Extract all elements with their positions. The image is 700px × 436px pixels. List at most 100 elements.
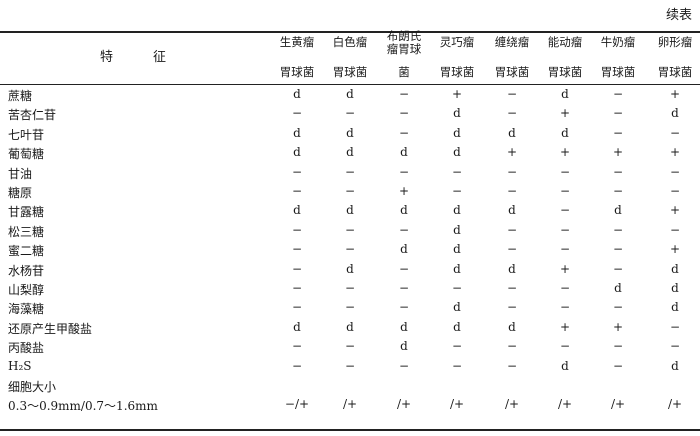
table-cell: /+ [342,397,358,412]
table-row: 蔗糖 d d − + − d − + [0,87,700,105]
table-cell: − [669,164,681,179]
table-cell: − [398,106,410,121]
table-cell: − [451,281,463,295]
table-cell: − [559,339,571,354]
table-cell: d [346,203,354,218]
table-cell: /+ [449,397,465,412]
column-header-line2: 胃球菌 [657,65,693,79]
table-row: 水杨苷 − d − d d + − d [0,262,700,280]
table-cell: d [346,145,354,160]
column-header-line2: 胃球菌 [600,65,636,79]
table-cell: − [344,222,356,237]
row-label: 糖原 [8,186,33,200]
row-label: 葡萄糖 [8,147,45,162]
table-row: 细胞大小 [0,378,700,396]
table-cell: − [559,281,571,295]
table-cell: − [669,339,681,354]
table-cell: d [453,145,461,160]
table-cell: + [559,261,571,276]
table-cell: − [451,184,463,198]
column-header-line2: 胃球菌 [494,65,530,79]
table-cell: − [612,358,624,373]
table-cell: − [451,164,463,179]
table-cell: − [506,184,518,198]
table-cell: − [506,106,518,121]
table-cell: − [398,222,410,237]
table-cell: − [344,164,356,179]
table-cell: /+ [504,397,520,412]
table-cell: /+ [610,397,626,412]
table-cell: − [344,358,356,373]
row-label: 苦杏仁苷 [8,108,57,123]
table-cell: − [559,203,571,218]
table-cell: d [453,261,461,276]
row-label: 七叶苷 [8,127,45,142]
column-header-line1: 白色瘤 [332,35,368,49]
table-cell: − [612,242,624,257]
column-header-line1: 卵形瘤 [657,35,693,49]
table-cell: − [398,300,410,315]
table-cell: d [508,203,516,218]
table-cell: d [508,261,516,276]
top-rule [0,31,700,33]
column-header-line1: 生黄瘤 [279,35,315,49]
table-cell: + [669,203,681,218]
table-cell: − [291,261,303,276]
table-cell: − [344,339,356,354]
table-cell: /+ [557,397,573,412]
table-cell: − [559,300,571,315]
table-cell: − [506,300,518,315]
table-cell: d [400,339,408,354]
table-cell: − [451,339,463,354]
table-cell: − [344,281,356,295]
table-cell: d [293,87,301,101]
table-cell: d [671,281,679,295]
table-cell: − [559,184,571,198]
table-cell: − [506,87,518,101]
column-header-line2: 菌 [398,65,410,79]
table-cell: − [291,222,303,237]
table-cell: − [291,358,303,373]
table-cell: − [669,319,681,334]
row-label: 水杨苷 [8,263,45,278]
table-cell: d [293,319,301,334]
column-header-line2: 胃球菌 [332,65,368,79]
table-cell: − [398,281,410,295]
table-cell: − [291,242,303,257]
bottom-rule [0,429,700,431]
table-cell: −/+ [284,397,310,412]
row-label: 海藻糖 [8,302,45,317]
table-cell: d [453,222,461,237]
table-cell: + [669,242,681,257]
table-cell: d [453,125,461,140]
table-cell: − [398,125,410,140]
table-cell: − [612,184,624,198]
column-header-line1: 灵巧瘤 [439,35,475,49]
table-header: 特征 生黄瘤 胃球菌 白色瘤 胃球菌 布朗氏瘤胃球菌 灵巧瘤 胃球菌 缠绕瘤 胃球菌 能动瘤 胃球菌… [0,30,700,84]
table-cell: − [506,222,518,237]
table-cell: − [669,222,681,237]
table-cell: − [506,339,518,354]
table-row: 松三糖 − − − d − − − − [0,223,700,241]
table-cell: − [559,222,571,237]
table-cell: − [344,106,356,121]
table-row: 还原产生甲酸盐 d d d d d + + − [0,320,700,338]
table-cell: − [612,222,624,237]
table-cell: − [398,261,410,276]
table-cell: + [669,87,681,101]
row-label: 细胞大小 [8,380,57,394]
table-cell: d [453,319,461,334]
table-row: 七叶苷 d d − d d d − − [0,126,700,144]
table-cell: − [559,164,571,179]
table-cell: d [614,281,622,295]
table-cell: d [453,242,461,257]
table-cell: − [506,358,518,373]
table-row: 甘油 − − − − − − − − [0,165,700,183]
table-cell: − [344,242,356,257]
table-cell: − [291,106,303,121]
table-row: H₂S − − − − − d − d [0,359,700,377]
table-cell: d [561,358,569,373]
table-cell: − [291,164,303,179]
table-cell: − [559,242,571,257]
row-label: H₂S [8,358,32,373]
